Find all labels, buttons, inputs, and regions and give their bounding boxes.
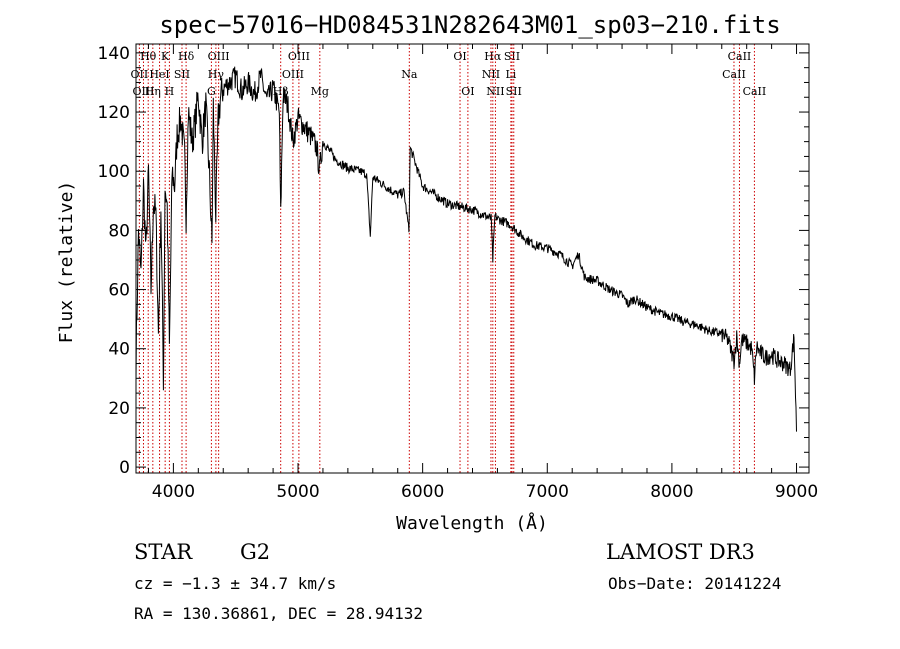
spectrum-layer: [135, 66, 797, 432]
spectral-line-label: Hα: [484, 50, 502, 63]
plot-frame: [135, 43, 810, 474]
spectral-line-label: SII: [174, 68, 190, 81]
spectral-line-label: OIII: [288, 50, 310, 63]
chart-title: spec−57016−HD084531N282643M01_sp03−210.f…: [159, 11, 780, 39]
spectral-line-label: OIII: [208, 50, 230, 63]
x-tick-label: 7000: [526, 482, 569, 502]
spectral-line-label: Hδ: [178, 50, 195, 63]
spectral-line-label: HeI: [149, 68, 169, 81]
sky-coordinates: RA = 130.36861, DEC = 28.94132: [134, 604, 423, 623]
redshift-cz: cz = −1.3 ± 34.7 km/s: [134, 574, 337, 593]
y-tick-label: 20: [108, 399, 130, 419]
spectral-line-label: OI: [461, 85, 474, 98]
spectral-line-label: G: [207, 85, 216, 98]
spectral-line-label: K: [161, 50, 170, 63]
spectrum-series: [135, 66, 797, 432]
spectral-line-label: CaII: [722, 68, 746, 81]
spectral-line-label: SII: [504, 50, 520, 63]
spectral-line-label: OI: [453, 50, 466, 63]
x-tick-label: 6000: [401, 482, 444, 502]
x-tick-label: 4000: [152, 482, 195, 502]
axes-layer: 4000 5000 6000 7000 8000 9000 0 20 40 60 80 100 120 1…: [98, 43, 818, 502]
y-tick-label: 120: [98, 103, 130, 123]
spectral-line-label: Li: [505, 68, 516, 81]
spectral-line-label: OII: [131, 68, 149, 81]
y-tick-label: 140: [98, 44, 130, 64]
observation-date: Obs−Date: 20141224: [608, 574, 782, 593]
spectral-line-label: NII: [482, 68, 500, 81]
y-tick-label: 0: [119, 458, 130, 478]
spectral-line-label: Hγ: [208, 68, 225, 81]
spectral-line-label: NII: [486, 85, 504, 98]
y-tick-label: 80: [108, 221, 130, 241]
x-axis-label: Wavelength (Å): [396, 512, 548, 534]
x-tick-label: 8000: [650, 482, 693, 502]
spectral-line-label: CaII: [728, 50, 752, 63]
spectral-line-label: CaII: [743, 85, 767, 98]
spectral-line-label: Hθ: [140, 50, 157, 63]
spectral-line-label: OIII: [282, 68, 304, 81]
survey-name: LAMOST DR3: [606, 540, 755, 564]
x-tick-label: 5000: [276, 482, 319, 502]
spectral-line-label: Hη: [145, 85, 161, 98]
y-axis-label: Flux (relative): [56, 181, 77, 344]
spectral-subclass: G2: [240, 540, 271, 564]
y-tick-label: 60: [108, 281, 130, 301]
y-tick-label: 100: [98, 162, 130, 182]
spectral-line-label: OIII: [132, 85, 154, 98]
y-tick-label: 40: [108, 340, 130, 360]
object-type: STAR: [134, 540, 193, 564]
spectral-line-label: Na: [401, 68, 418, 81]
spectral-line-label: SII: [506, 85, 522, 98]
spectral-line-label: Mg: [311, 85, 329, 98]
spectral-line-label: H: [165, 85, 175, 98]
x-tick-label: 9000: [775, 482, 818, 502]
